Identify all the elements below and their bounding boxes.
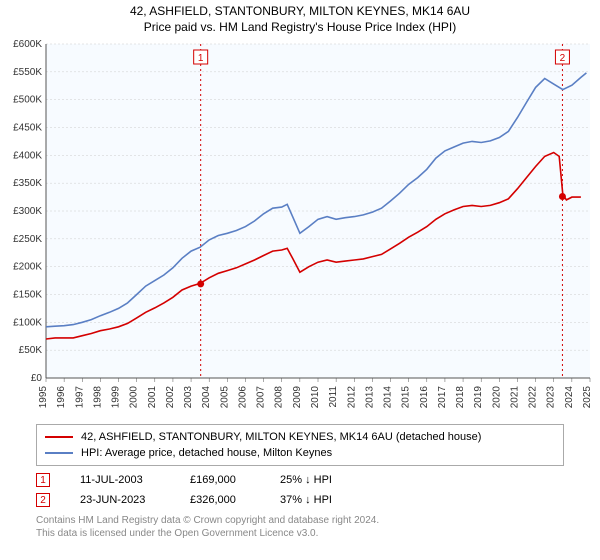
- legend-label: 42, ASHFIELD, STANTONBURY, MILTON KEYNES…: [81, 431, 481, 443]
- svg-text:2010: 2010: [310, 386, 321, 409]
- svg-text:2002: 2002: [165, 386, 176, 409]
- marker-price: £169,000: [190, 474, 280, 486]
- svg-text:2006: 2006: [237, 386, 248, 409]
- svg-text:2003: 2003: [183, 386, 194, 409]
- svg-text:1999: 1999: [111, 386, 122, 409]
- marker-diff: 37% ↓ HPI: [280, 494, 390, 506]
- svg-text:1995: 1995: [38, 386, 49, 409]
- svg-text:2008: 2008: [274, 386, 285, 409]
- svg-text:£550K: £550K: [13, 67, 42, 78]
- svg-text:2023: 2023: [546, 386, 557, 409]
- svg-text:2018: 2018: [455, 386, 466, 409]
- svg-text:1: 1: [198, 53, 204, 64]
- svg-text:2011: 2011: [328, 386, 339, 408]
- chart-plot-area: £0 £50K £100K £150K £200K £250K £300K £350K £400…: [0, 38, 600, 418]
- legend-swatch: [45, 436, 73, 438]
- legend: 42, ASHFIELD, STANTONBURY, MILTON KEYNES…: [36, 424, 564, 466]
- svg-text:£200K: £200K: [13, 262, 42, 273]
- svg-text:£100K: £100K: [13, 317, 42, 328]
- marker-number-box: 2: [36, 493, 50, 507]
- svg-text:2015: 2015: [401, 386, 412, 409]
- svg-text:2024: 2024: [564, 386, 575, 409]
- svg-text:2014: 2014: [383, 386, 394, 409]
- svg-text:£400K: £400K: [13, 150, 42, 161]
- svg-text:2019: 2019: [473, 386, 484, 409]
- legend-item: 42, ASHFIELD, STANTONBURY, MILTON KEYNES…: [45, 429, 555, 445]
- svg-text:2013: 2013: [364, 386, 375, 409]
- svg-text:£0: £0: [31, 373, 43, 384]
- svg-text:2004: 2004: [201, 386, 212, 409]
- svg-text:2009: 2009: [292, 386, 303, 409]
- legend-swatch: [45, 452, 73, 454]
- svg-text:£50K: £50K: [19, 345, 43, 356]
- chart-subtitle: Price paid vs. HM Land Registry's House …: [0, 18, 600, 38]
- svg-text:£350K: £350K: [13, 178, 42, 189]
- attribution: Contains HM Land Registry data © Crown c…: [36, 514, 564, 540]
- svg-text:2: 2: [560, 53, 566, 64]
- marker-table: 1 11-JUL-2003£169,00025% ↓ HPI 2 23-JUN-202…: [36, 470, 564, 510]
- legend-item: HPI: Average price, detached house, Milt…: [45, 445, 555, 461]
- svg-text:2007: 2007: [256, 386, 267, 409]
- svg-text:2016: 2016: [419, 386, 430, 409]
- svg-text:2017: 2017: [437, 386, 448, 409]
- chart-title: 42, ASHFIELD, STANTONBURY, MILTON KEYNES…: [0, 0, 600, 18]
- svg-text:£300K: £300K: [13, 206, 42, 217]
- marker-row: 2 23-JUN-2023£326,00037% ↓ HPI: [36, 490, 564, 510]
- marker-number-box: 1: [36, 473, 50, 487]
- attribution-line1: Contains HM Land Registry data © Crown c…: [36, 514, 564, 527]
- chart-container: 42, ASHFIELD, STANTONBURY, MILTON KEYNES…: [0, 0, 600, 560]
- marker-row: 1 11-JUL-2003£169,00025% ↓ HPI: [36, 470, 564, 490]
- marker-diff: 25% ↓ HPI: [280, 474, 390, 486]
- marker-date: 23-JUN-2023: [80, 494, 190, 506]
- svg-text:2005: 2005: [219, 386, 230, 409]
- svg-text:2022: 2022: [528, 386, 539, 409]
- svg-text:2012: 2012: [346, 386, 357, 409]
- svg-text:1998: 1998: [92, 386, 103, 409]
- svg-text:1997: 1997: [74, 386, 85, 409]
- marker-date: 11-JUL-2003: [80, 474, 190, 486]
- svg-text:2001: 2001: [147, 386, 158, 409]
- svg-text:£150K: £150K: [13, 290, 42, 301]
- svg-text:£450K: £450K: [13, 123, 42, 134]
- svg-text:£250K: £250K: [13, 234, 42, 245]
- svg-text:2021: 2021: [509, 386, 520, 409]
- svg-text:2020: 2020: [491, 386, 502, 409]
- svg-text:2025: 2025: [582, 386, 593, 409]
- legend-label: HPI: Average price, detached house, Milt…: [81, 447, 332, 459]
- svg-text:2000: 2000: [129, 386, 140, 409]
- marker-price: £326,000: [190, 494, 280, 506]
- svg-text:£500K: £500K: [13, 95, 42, 106]
- svg-text:£600K: £600K: [13, 39, 42, 50]
- chart-svg: £0 £50K £100K £150K £200K £250K £300K £350K £400…: [0, 38, 600, 418]
- attribution-line2: This data is licensed under the Open Gov…: [36, 527, 564, 540]
- svg-text:1996: 1996: [56, 386, 67, 409]
